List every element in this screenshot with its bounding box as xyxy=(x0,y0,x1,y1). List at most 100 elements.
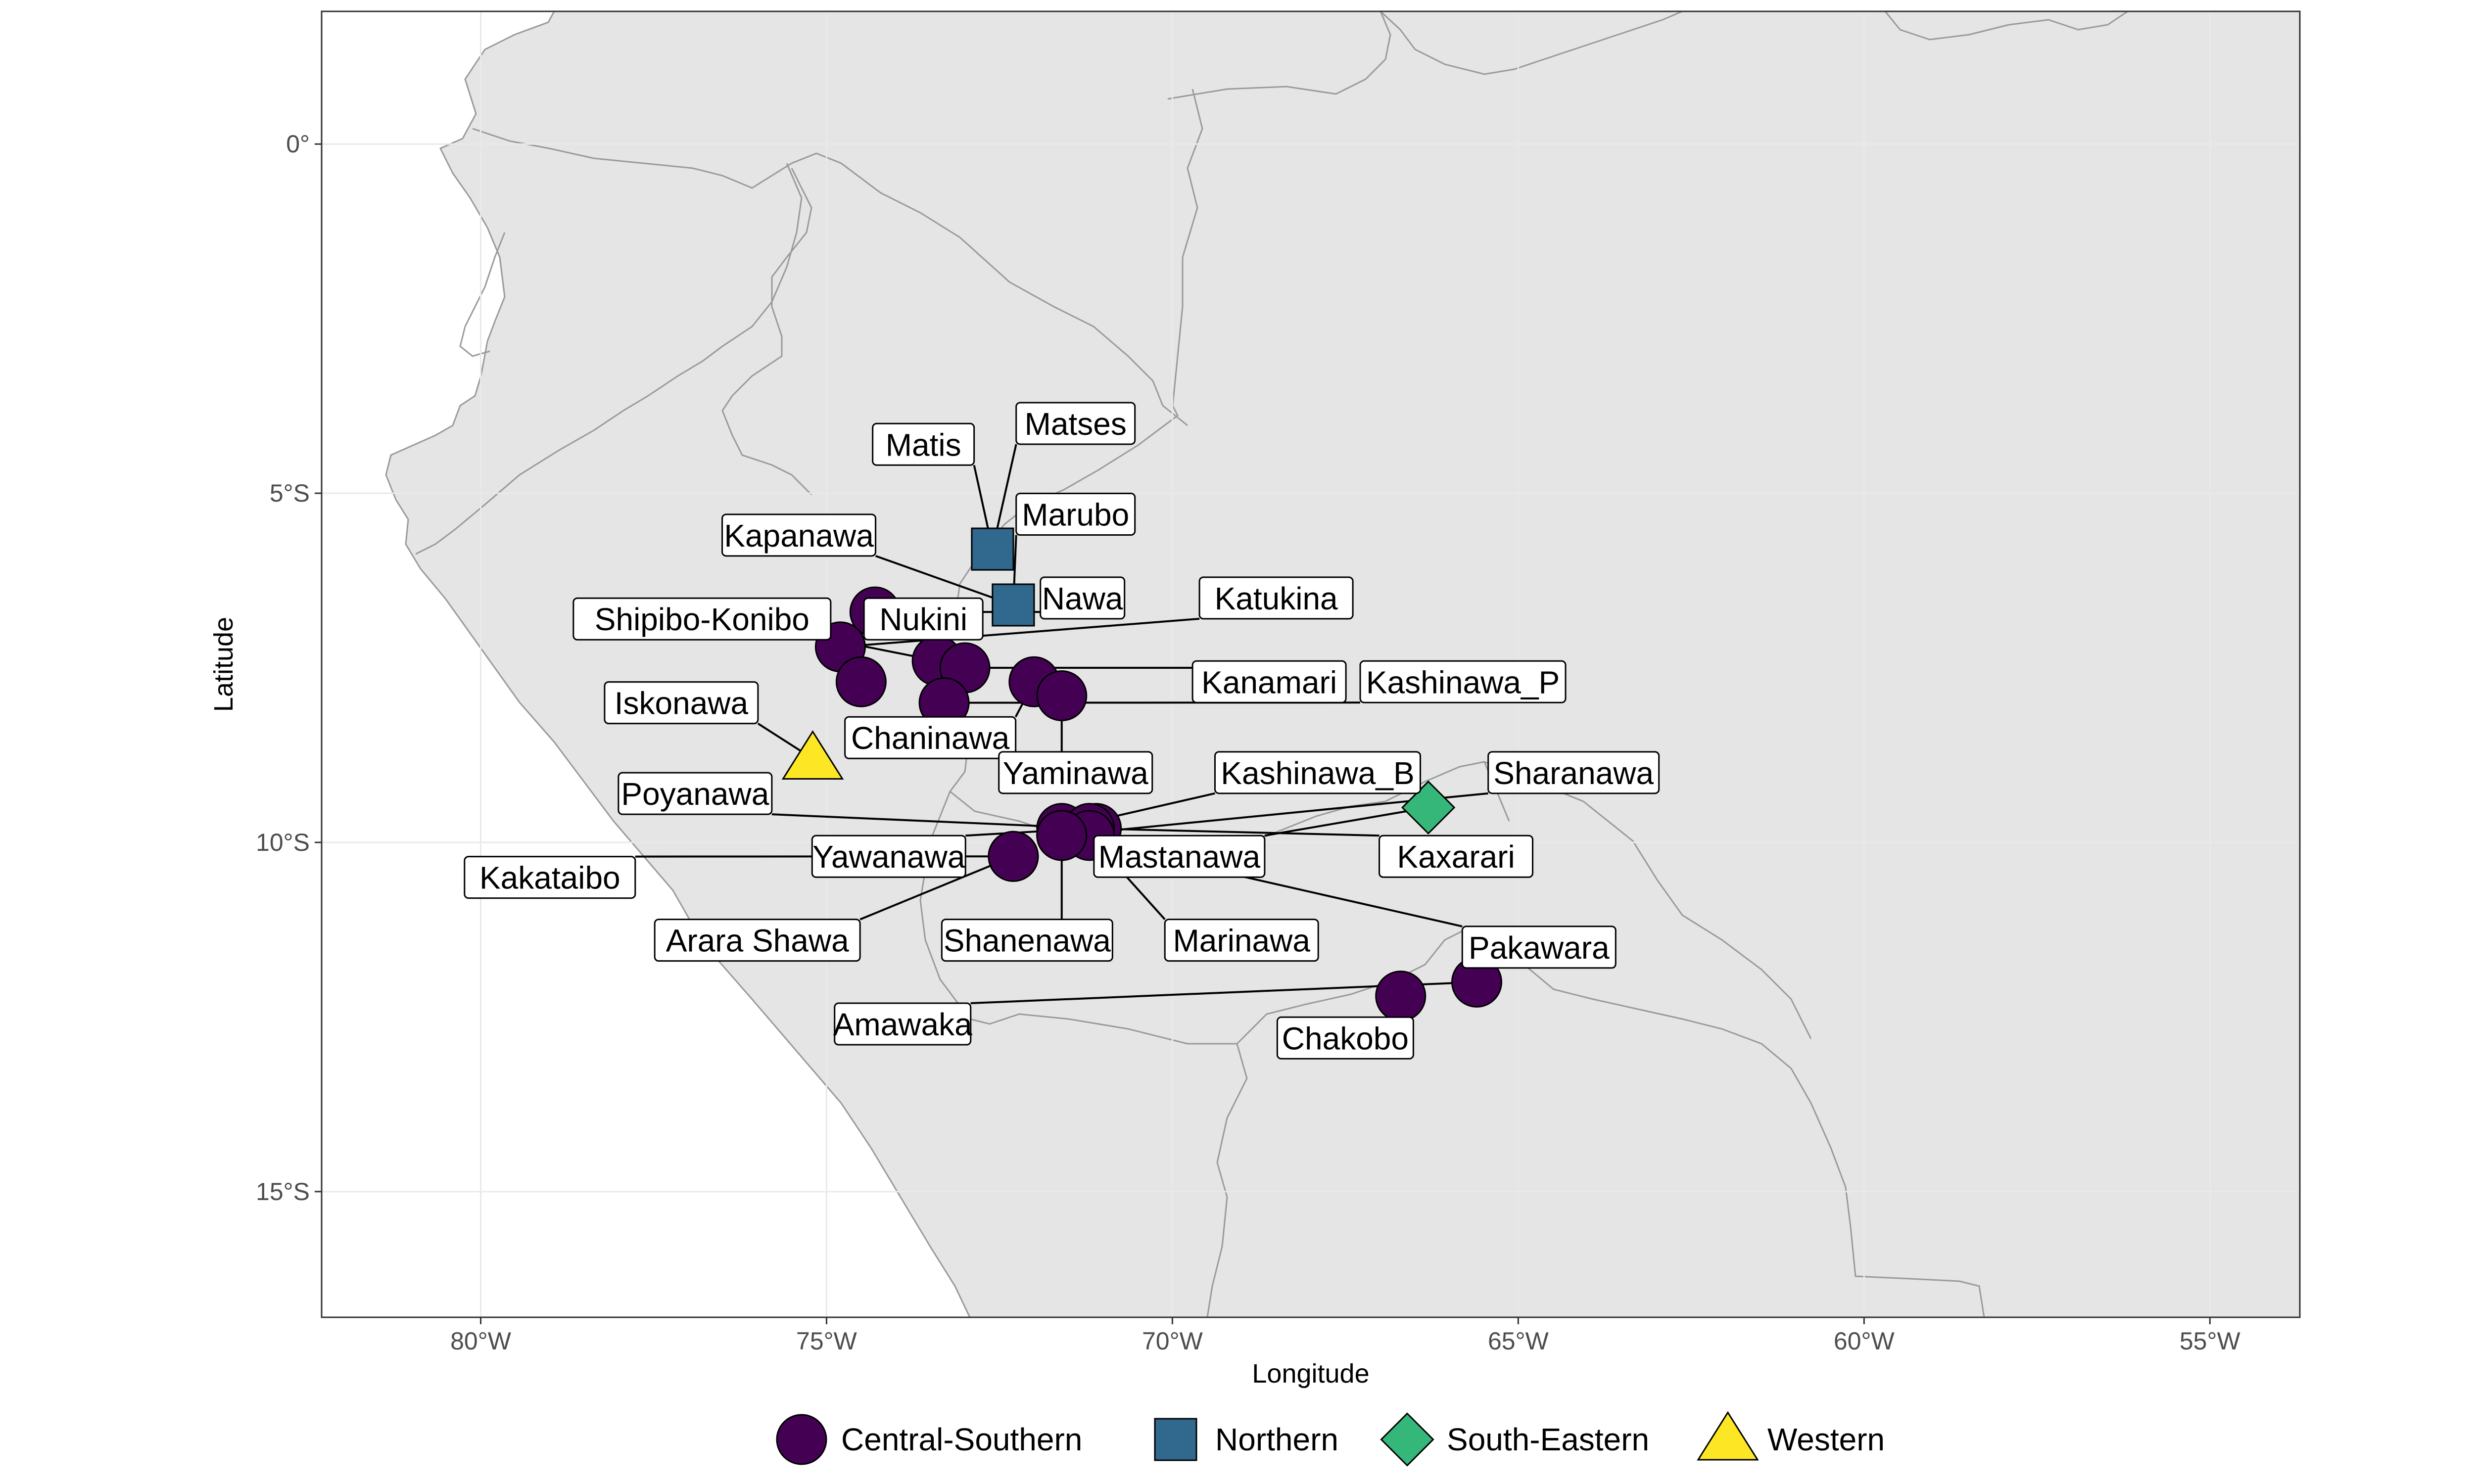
point-label: Matses xyxy=(1025,406,1127,442)
point-label-box xyxy=(811,835,966,878)
x-tick-label: 75°W xyxy=(796,1327,857,1355)
point-label-box xyxy=(1198,576,1354,620)
point-label-box xyxy=(1015,492,1136,536)
legend-key-diamond xyxy=(1380,1412,1434,1467)
data-point-circle xyxy=(835,656,887,707)
point-label: Chakobo xyxy=(1282,1020,1409,1056)
y-axis-ticks: 0° 5°S 10°S 15°S xyxy=(256,130,322,1206)
data-point-square xyxy=(971,527,1014,571)
point-label: Kaxarari xyxy=(1397,839,1515,875)
point-label-box xyxy=(572,597,832,641)
point-label: Kashinawa_P xyxy=(1366,664,1560,700)
legend-key-square xyxy=(1154,1418,1197,1461)
data-point-circle xyxy=(1036,670,1088,722)
point-label-box xyxy=(618,772,773,815)
y-tick-label: 5°S xyxy=(270,479,310,507)
label-leader-line xyxy=(1089,827,1380,837)
border-line xyxy=(415,163,803,555)
y-axis-title: Latitude xyxy=(209,617,238,712)
point-label: Yawanawa xyxy=(812,839,965,875)
point-label-box xyxy=(1487,751,1660,794)
point-label: Shipibo-Konibo xyxy=(595,602,809,637)
x-tick-label: 70°W xyxy=(1142,1327,1203,1355)
data-point-triangle xyxy=(781,730,844,780)
point-label: Yaminawa xyxy=(1003,755,1148,791)
y-tick-label: 15°S xyxy=(256,1178,310,1206)
point-label-box xyxy=(844,716,1017,759)
point-label-box xyxy=(863,597,984,641)
point-label: Sharanawa xyxy=(1493,755,1654,791)
x-tick-label: 60°W xyxy=(1834,1327,1895,1355)
border-line xyxy=(1167,11,1391,100)
x-axis-title: Longitude xyxy=(1252,1359,1369,1389)
point-label-box xyxy=(1015,402,1136,445)
point-label-box xyxy=(872,422,975,466)
label-leader-line xyxy=(1264,806,1428,837)
x-tick-label: 80°W xyxy=(450,1327,512,1355)
point-label-box xyxy=(1359,660,1567,703)
point-label-box xyxy=(1164,919,1319,962)
point-label: Pakawara xyxy=(1469,930,1610,966)
panel-border xyxy=(321,10,2301,1318)
data-point-circle xyxy=(1036,810,1088,861)
point-label-box xyxy=(941,919,1113,962)
label-leader-line xyxy=(875,555,1014,606)
point-label-box xyxy=(1276,1016,1414,1060)
labels-layer: Matis Matses Marubo Kapanawa Nawa Katukina Shi… xyxy=(464,402,1660,1060)
point-label-box xyxy=(1214,751,1421,794)
point-label-box xyxy=(1461,926,1617,969)
point-label: Nukini xyxy=(879,602,967,637)
river-line xyxy=(459,232,506,357)
point-label: Marinawa xyxy=(1173,923,1310,959)
point-label: Shanenawa xyxy=(944,923,1111,959)
point-label-box xyxy=(1379,835,1534,878)
point-label: Mastanawa xyxy=(1098,839,1261,875)
point-label: Matis xyxy=(886,427,961,463)
point-label: Nawa xyxy=(1042,581,1123,616)
y-tick-label: 10°S xyxy=(256,829,310,856)
label-leader-line xyxy=(859,855,1014,921)
point-label: Marubo xyxy=(1022,497,1129,532)
river-line xyxy=(721,168,812,496)
legend-label: Western xyxy=(1767,1422,1885,1457)
label-leader-line xyxy=(840,617,1200,648)
point-label: Iskonawa xyxy=(615,686,749,721)
legend-key-circle xyxy=(776,1414,827,1465)
x-tick-label: 55°W xyxy=(2180,1327,2241,1355)
point-label: Amawaka xyxy=(833,1007,972,1042)
point-label-box xyxy=(1093,835,1266,878)
data-point-diamond xyxy=(1401,780,1456,835)
border-line xyxy=(919,791,1248,1317)
basemap xyxy=(322,11,2128,1317)
point-label-box xyxy=(721,513,877,557)
point-label-box xyxy=(834,1002,972,1046)
point-label-box xyxy=(998,751,1153,794)
y-tick-label: 0° xyxy=(286,130,310,158)
point-label: Arara Shawa xyxy=(666,923,849,959)
point-label: Poyanawa xyxy=(621,776,769,812)
point-label: Chaninawa xyxy=(851,720,1010,756)
point-label: Kakataibo xyxy=(479,860,620,896)
point-label-box xyxy=(464,856,636,899)
ocean-area xyxy=(322,11,971,1317)
grid-lines xyxy=(322,11,2300,1317)
point-label: Kashinawa_B xyxy=(1221,755,1414,791)
x-tick-label: 65°W xyxy=(1488,1327,1549,1355)
point-label: Katukina xyxy=(1215,581,1338,616)
legend-label: Central-Southern xyxy=(841,1422,1082,1457)
x-axis-ticks: 80°W 75°W 70°W 65°W 60°W 55°W xyxy=(450,1317,2240,1355)
border-line xyxy=(1380,11,1683,75)
point-label-box xyxy=(1040,576,1126,620)
data-point-square xyxy=(992,583,1035,627)
point-label-box xyxy=(1191,660,1347,703)
border-line xyxy=(472,128,1188,426)
point-label-box xyxy=(604,681,759,725)
legend: Central-Southern Northern South-Eastern Wes… xyxy=(776,1411,1885,1467)
legend-label: South-Eastern xyxy=(1447,1422,1649,1457)
point-label-box xyxy=(654,919,861,962)
data-point-circle xyxy=(1375,971,1427,1022)
point-label: Kapanawa xyxy=(724,518,874,554)
border-line xyxy=(1884,11,2128,41)
